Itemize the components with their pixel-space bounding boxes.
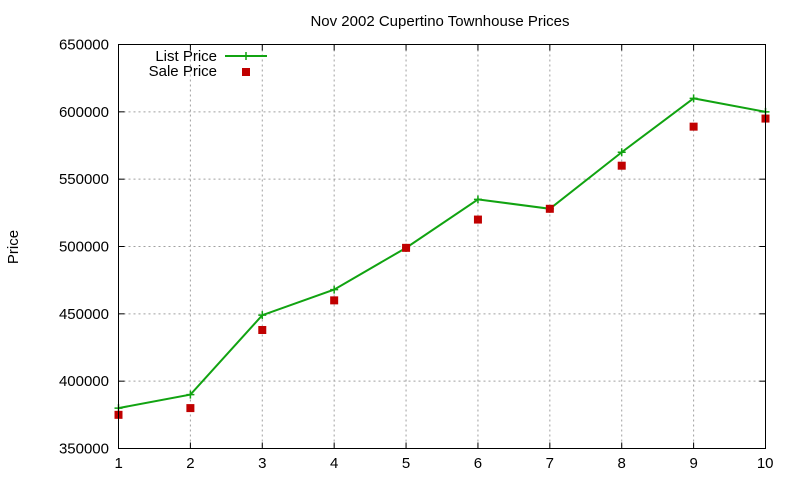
chart-title: Nov 2002 Cupertino Townhouse Prices <box>310 13 569 30</box>
x-tick-label: 4 <box>330 455 338 472</box>
grid-lines <box>118 44 766 449</box>
axis-ticks <box>118 44 766 449</box>
x-tick-label: 9 <box>689 455 697 472</box>
legend-label-list-price: List Price <box>155 48 217 65</box>
sale-price-point <box>186 404 195 413</box>
legend-label-sale-price: Sale Price <box>149 63 217 80</box>
x-tick-label: 8 <box>618 455 626 472</box>
legend-marker-list-price <box>242 52 250 60</box>
legend-marker-sale-price <box>242 68 250 76</box>
list-price-line <box>118 97 766 410</box>
list-price-point <box>186 390 195 399</box>
y-tick-label: 450000 <box>59 306 109 323</box>
y-tick-label: 650000 <box>59 37 109 54</box>
y-tick-label: 600000 <box>59 104 109 121</box>
sale-price-point <box>330 296 339 305</box>
sale-price-point <box>545 204 554 213</box>
list-price-point <box>473 195 482 204</box>
y-tick-label: 400000 <box>59 373 109 390</box>
tick-labels: 350000 400000 450000 500000 550000 600000 6500… <box>59 37 774 473</box>
plot-frame <box>118 44 766 449</box>
sale-price-point <box>617 161 626 170</box>
list-price-point <box>617 148 626 157</box>
sale-price-point <box>473 215 482 224</box>
sale-price-point <box>402 243 411 252</box>
x-tick-label: 1 <box>115 455 123 472</box>
x-tick-label: 6 <box>474 455 482 472</box>
list-price-point <box>258 311 267 320</box>
y-tick-label: 350000 <box>59 441 109 458</box>
list-price-point <box>330 285 339 294</box>
x-tick-label: 5 <box>402 455 410 472</box>
list-price-point <box>689 94 698 103</box>
y-tick-label: 550000 <box>59 171 109 188</box>
y-tick-label: 500000 <box>59 239 109 256</box>
data-series <box>114 94 770 419</box>
x-tick-label: 2 <box>186 455 194 472</box>
y-axis-label: Price <box>5 230 22 264</box>
sale-price-point <box>689 122 698 131</box>
x-tick-label: 3 <box>258 455 266 472</box>
sale-price-point <box>258 325 267 334</box>
x-tick-label: 7 <box>546 455 554 472</box>
x-tick-label: 10 <box>757 455 774 472</box>
